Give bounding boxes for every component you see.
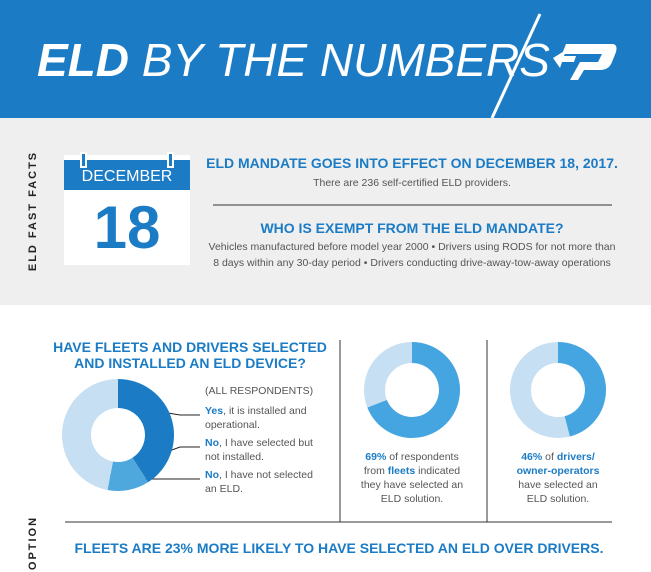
- fact-body: 8 days within any 30-day period • Driver…: [213, 257, 611, 269]
- caption-line: they have selected an: [361, 479, 463, 491]
- title: ELD BY THE NUMBERS: [37, 34, 550, 86]
- caption-line: 46% of drivers/: [521, 451, 595, 463]
- divider: [490, 13, 542, 119]
- caption-line: No, I have not selected: [205, 469, 313, 481]
- caption-line: not installed.: [205, 451, 264, 463]
- caption-part: of respondents: [386, 451, 458, 463]
- title-bold: ELD: [37, 34, 129, 86]
- caption-part: from: [364, 465, 388, 477]
- caption-part: Yes: [205, 405, 223, 417]
- donut-segment: [61, 379, 118, 491]
- title-rest: BY THE NUMBERS: [142, 34, 550, 86]
- question: AND INSTALLED AN ELD DEVICE?: [74, 355, 306, 371]
- caption-part: not installed.: [205, 451, 264, 463]
- logo: [553, 44, 617, 80]
- fact-heading: ELD MANDATE GOES INTO EFFECT ON DECEMBER…: [206, 155, 618, 171]
- calendar-month: DECEMBER: [82, 168, 173, 185]
- caption-line: from fleets indicated: [364, 465, 460, 477]
- respondents: (ALL RESPONDENTS): [205, 385, 313, 397]
- caption-part: they have selected an: [361, 479, 463, 491]
- caption-part: ELD solution.: [381, 493, 443, 505]
- caption-part: operational.: [205, 419, 260, 431]
- side-label: ELD FAST FACTS: [27, 151, 39, 271]
- caption-line: No, I have selected but: [205, 437, 313, 449]
- calendar-day: 18: [94, 194, 161, 261]
- caption-line: owner-operators: [517, 465, 600, 477]
- caption-line: have selected an: [518, 479, 598, 491]
- caption-part: fleets: [388, 465, 416, 477]
- donut-segment: [118, 379, 174, 483]
- donut-segment: [367, 342, 460, 438]
- fact-heading: WHO IS EXEMPT FROM THE ELD MANDATE?: [260, 220, 563, 236]
- fact-body: Vehicles manufactured before model year …: [209, 241, 616, 253]
- caption-part: of: [542, 451, 557, 463]
- caption-line: Yes, it is installed and: [205, 405, 307, 417]
- caption-part: , I have selected but: [219, 437, 313, 449]
- fact-body: There are 236 self-certified ELD provide…: [313, 177, 511, 189]
- caption-line: an ELD.: [205, 483, 243, 495]
- caption-line: operational.: [205, 419, 260, 431]
- side-label: ADOPTION: [27, 516, 39, 572]
- caption-part: No: [205, 437, 219, 449]
- footer: FLEETS ARE 23% MORE LIKELY TO HAVE SELEC…: [75, 540, 604, 556]
- calendar: DECEMBER 18: [64, 152, 190, 265]
- caption-part: 69%: [365, 451, 387, 463]
- caption-part: , it is installed and: [223, 405, 307, 417]
- caption-line: ELD solution.: [381, 493, 443, 505]
- header-band: [0, 0, 651, 118]
- caption-part: owner-operators: [517, 465, 600, 477]
- caption-part: 46%: [521, 451, 543, 463]
- question: HAVE FLEETS AND DRIVERS SELECTED: [53, 339, 327, 355]
- donut-segment: [558, 342, 606, 437]
- donut-segment: [107, 457, 149, 492]
- caption-part: drivers/: [557, 451, 595, 463]
- caption-part: ELD solution.: [527, 493, 589, 505]
- caption-part: an ELD.: [205, 483, 243, 495]
- caption-line: ELD solution.: [527, 493, 589, 505]
- caption-part: indicated: [415, 465, 460, 477]
- caption-line: 69% of respondents: [365, 451, 458, 463]
- caption-part: , I have not selected: [219, 469, 313, 481]
- caption-part: have selected an: [518, 479, 598, 491]
- caption-part: No: [205, 469, 219, 481]
